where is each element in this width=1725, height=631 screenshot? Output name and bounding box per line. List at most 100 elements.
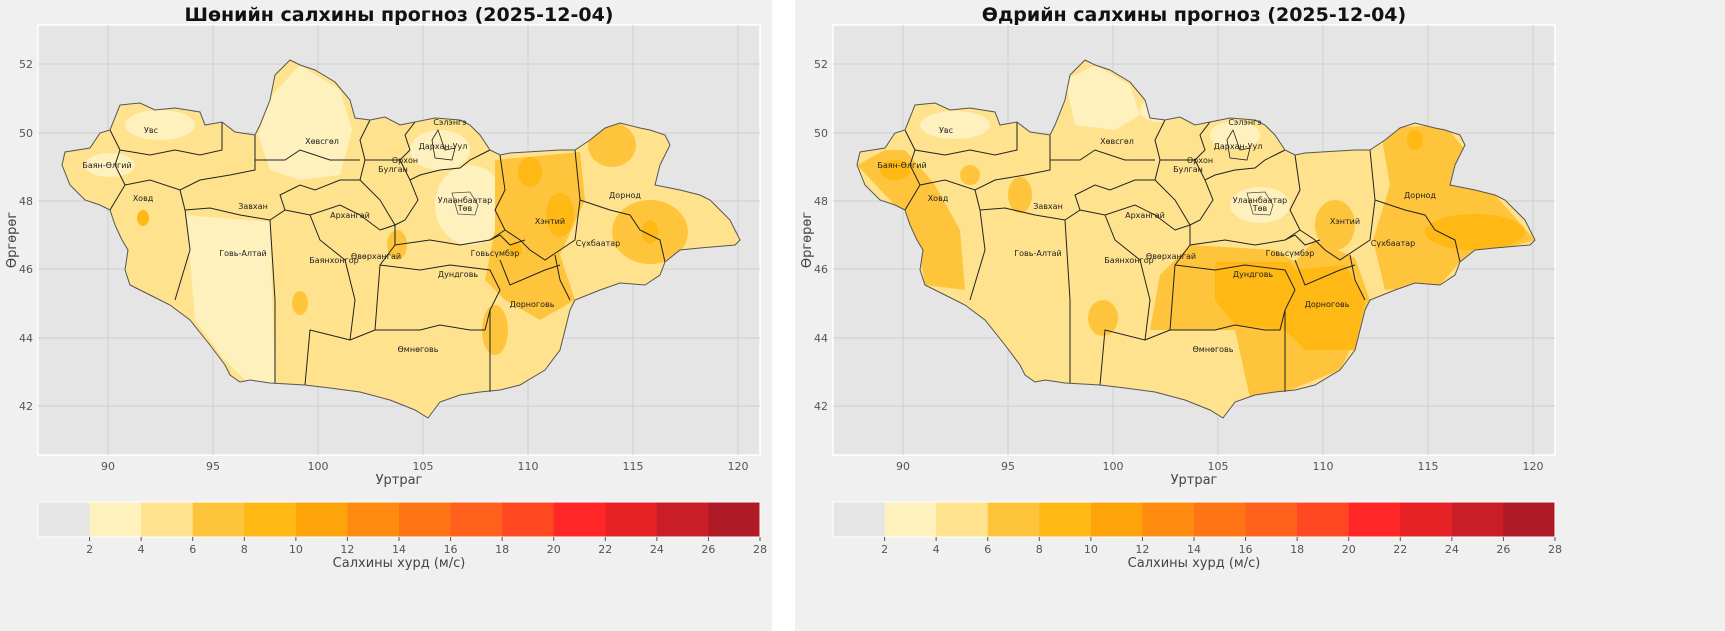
province-label: Төв	[457, 204, 473, 213]
colorbar-tick-label: 24	[1445, 543, 1459, 556]
x-tick-label: 90	[896, 460, 910, 473]
province-label: Өвөрхангай	[1146, 252, 1196, 261]
colorbar-swatch	[89, 502, 142, 537]
colorbar-tick-label: 8	[1036, 543, 1043, 556]
province-label: Улаанбаатар	[1233, 196, 1287, 205]
map-figure: 90 95 100 105 110 115 120525048464442УртрагӨрг…	[5, 24, 767, 571]
day-wind-map-panel: 90 95 100 105 110 115 120 52 50 48 46 44 42 Уртраг Өрг…	[795, 0, 1725, 631]
wind-contour	[546, 193, 574, 237]
province-border	[1189, 179, 1214, 226]
province-border	[284, 204, 396, 231]
province-label: Ховд	[133, 194, 154, 203]
map-figure: 90 95 100 105 110 115 120525048464442УртрагӨрг…	[800, 24, 1562, 571]
wind-contour	[518, 157, 542, 187]
wind-contour	[1315, 200, 1355, 250]
colorbar-tick-label: 4	[933, 543, 940, 556]
colorbar-swatch	[553, 502, 606, 537]
map-title: Шөнийн салхины прогноз (2025-12-04)	[184, 4, 614, 26]
province-border	[1064, 219, 1071, 383]
y-tick-label: 44	[19, 332, 33, 345]
wind-contour	[435, 165, 505, 245]
x-tick-label: 105	[1208, 460, 1229, 473]
province-border	[904, 149, 921, 211]
wind-contour	[1230, 187, 1290, 223]
province-label: Хэнтий	[535, 217, 565, 226]
province-border	[1099, 214, 1151, 386]
colorbar-tick-label: 28	[1548, 543, 1562, 556]
province-label: Завхан	[238, 202, 268, 211]
y-tick-label: 42	[19, 400, 33, 413]
night-wind-map-panel: 90 95 100 105 110 115 120 52 50 48 46 44 42 Уртраг Өрг…	[0, 0, 772, 631]
x-axis-label: Уртраг	[376, 473, 423, 488]
province-border-darkhan	[1226, 129, 1251, 161]
province-border	[255, 149, 360, 161]
province-border	[394, 179, 419, 226]
province-label: Хэнтий	[1330, 217, 1360, 226]
province-border	[1050, 149, 1155, 161]
colorbar-swatch	[708, 502, 761, 537]
colorbar-swatch	[38, 502, 91, 537]
province-label: Дундговь	[1233, 270, 1274, 279]
colorbar-tick-label: 16	[1239, 543, 1253, 556]
wind-contour	[920, 111, 990, 139]
colorbar-tick-label: 16	[444, 543, 458, 556]
province-label: Өмнөговь	[398, 345, 439, 354]
province-border	[399, 149, 491, 181]
province-label: Булган	[378, 165, 408, 174]
province-label: Хөвсгөл	[305, 137, 339, 146]
colorbar-swatch	[1194, 502, 1247, 537]
wind-contour	[510, 242, 522, 258]
province-label: Говьсүмбэр	[471, 249, 520, 258]
x-tick-label: 100	[1103, 460, 1124, 473]
wind-contour	[185, 215, 275, 383]
colorbar-tick-label: 2	[881, 543, 888, 556]
colorbar-tick-label: 12	[340, 543, 354, 556]
wind-contour	[292, 291, 308, 315]
province-border	[174, 189, 191, 301]
province-label: Дорнод	[609, 191, 641, 200]
province-label: Увс	[144, 126, 158, 135]
x-tick-label: 95	[1001, 460, 1015, 473]
province-label: Увс	[939, 126, 953, 135]
wind-contour	[1425, 214, 1525, 250]
colorbar-swatch	[1400, 502, 1453, 537]
colorbar-swatch	[450, 502, 503, 537]
province-label: Говь-Алтай	[1014, 249, 1061, 258]
wind-contour	[1065, 65, 1140, 130]
province-label: Завхан	[1033, 202, 1063, 211]
x-tick-label: 110	[1313, 460, 1334, 473]
province-border	[109, 149, 126, 211]
colorbar-swatch	[244, 502, 297, 537]
province-border	[919, 135, 1051, 191]
x-tick-label: 100	[308, 460, 329, 473]
province-label: Баянхонгор	[309, 256, 358, 265]
y-tick-label: 46	[814, 263, 828, 276]
colorbar-swatch	[1297, 502, 1350, 537]
colorbar-swatch	[656, 502, 709, 537]
colorbar-tick-label: 26	[1496, 543, 1510, 556]
wind-contour	[125, 110, 195, 140]
province-label: Баянхонгор	[1104, 256, 1153, 265]
x-tick-label: 115	[1418, 460, 1439, 473]
wind-contour	[258, 65, 352, 180]
wind-contour	[137, 210, 149, 226]
colorbar-swatch	[141, 502, 194, 537]
colorbar-swatch	[502, 502, 555, 537]
province-border-ulaanbaatar	[1246, 191, 1274, 216]
colorbar-tick-label: 20	[547, 543, 561, 556]
colorbar-swatch	[399, 502, 452, 537]
y-tick-label: 52	[814, 58, 828, 71]
province-border	[269, 219, 276, 383]
wind-contour	[410, 130, 470, 170]
province-label: Архангай	[1125, 211, 1165, 220]
province-label: Дорнод	[1404, 191, 1436, 200]
y-tick-label: 46	[19, 263, 33, 276]
colorbar-swatch	[936, 502, 989, 537]
wind-contour	[85, 153, 135, 177]
province-label: Сэлэнгэ	[433, 118, 466, 127]
colorbar-swatch	[884, 502, 937, 537]
wind-contour	[857, 150, 965, 290]
colorbar-swatch	[1039, 502, 1092, 537]
province-label: Баян-Өлгий	[82, 161, 131, 170]
colorbar-tick-label: 26	[701, 543, 715, 556]
